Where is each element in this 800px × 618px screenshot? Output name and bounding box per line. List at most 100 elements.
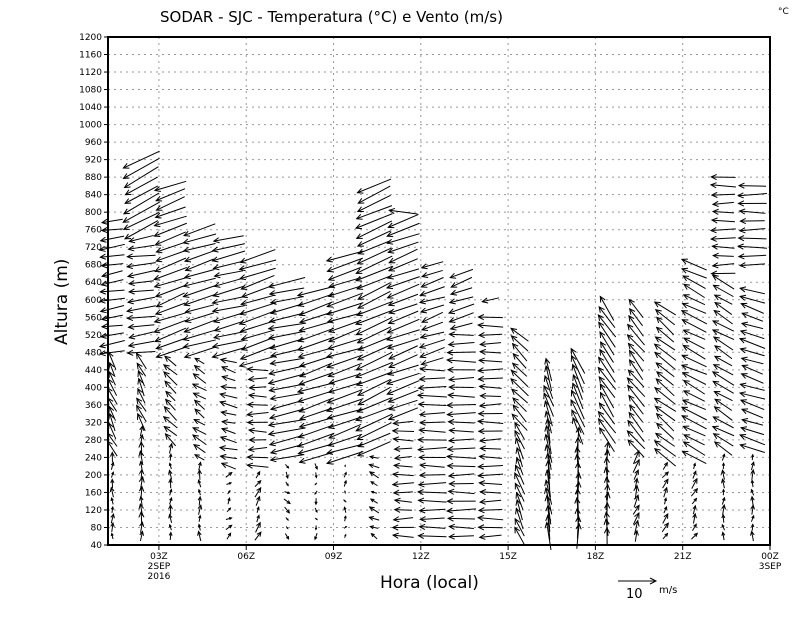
vector-shaft (572, 383, 584, 410)
vector-arrowhead (211, 299, 219, 306)
vector-arrowhead (369, 498, 375, 503)
vector-arrowhead (419, 333, 427, 340)
vector-arrowhead (182, 238, 190, 245)
vector-shaft (576, 427, 580, 453)
vector-arrowhead (296, 291, 304, 298)
vector-shaft (388, 354, 418, 368)
wind-vector (713, 391, 733, 402)
vector-arrowhead (448, 317, 456, 323)
wind-vector (127, 280, 154, 287)
vector-arrowhead (663, 512, 669, 519)
vector-shaft (129, 234, 154, 242)
vector-arrowhead (269, 298, 277, 305)
vector-arrowhead (184, 317, 192, 324)
vector-arrowhead (354, 319, 363, 326)
vector-shaft (140, 511, 143, 526)
vector-shaft (356, 371, 392, 386)
wind-vector (127, 323, 155, 330)
vector-arrowhead (298, 457, 306, 464)
vector-arrowhead (165, 390, 172, 398)
wind-vector (654, 387, 676, 405)
wind-vector (681, 302, 707, 314)
vector-arrowhead (449, 289, 458, 296)
vector-shaft (710, 184, 736, 188)
wind-vector (711, 243, 735, 250)
wind-vector (478, 533, 502, 540)
vector-arrowhead (515, 498, 522, 506)
wind-vector (750, 468, 756, 480)
vector-arrowhead (720, 469, 726, 475)
vector-shaft (682, 450, 707, 464)
wind-vector (721, 496, 726, 505)
vector-arrowhead (682, 390, 690, 396)
wind-vector (599, 331, 615, 356)
vector-arrowhead (343, 499, 346, 502)
wind-vector (325, 451, 364, 465)
vector-shaft (239, 267, 276, 280)
vector-arrowhead (268, 413, 277, 420)
vector-shaft (654, 301, 677, 316)
wind-vector (100, 270, 123, 278)
vector-arrowhead (197, 488, 201, 493)
wind-vector (135, 352, 147, 370)
vector-arrowhead (634, 512, 640, 519)
vector-arrowhead (239, 274, 247, 281)
vector-shaft (418, 491, 447, 494)
wind-vector (153, 277, 187, 289)
wind-vector (514, 472, 526, 495)
wind-vector (125, 305, 156, 314)
vector-arrowhead (164, 398, 172, 406)
vector-shaft (598, 411, 617, 434)
wind-vector (477, 410, 503, 417)
vector-arrowhead (447, 472, 455, 479)
vector-shaft (357, 441, 391, 457)
vector-arrowhead (139, 521, 145, 527)
vector-arrowhead (211, 246, 219, 253)
vector-shaft (570, 348, 586, 374)
vector-shaft (627, 439, 645, 458)
vector-shaft (393, 534, 414, 538)
wind-vector (391, 471, 414, 478)
vector-arrowhead (446, 498, 454, 505)
vector-arrowhead (155, 247, 163, 254)
vector-shaft (713, 336, 734, 351)
vector-shaft (123, 157, 160, 179)
vector-shaft (515, 437, 524, 460)
vector-arrowhead (388, 308, 396, 315)
vector-shaft (327, 354, 364, 368)
wind-vector (419, 516, 445, 523)
vector-arrowhead (387, 300, 395, 307)
wind-vector (512, 352, 527, 369)
vector-shaft (739, 210, 766, 214)
vector-shaft (154, 222, 187, 237)
wind-vector (446, 402, 476, 409)
y-axis-label: Altura (m) (52, 259, 72, 345)
vector-shaft (447, 465, 476, 468)
vector-shaft (479, 359, 503, 363)
wind-vector (633, 477, 639, 489)
vector-arrowhead (419, 352, 427, 359)
wind-vector (98, 350, 125, 357)
vector-arrowhead (193, 443, 200, 451)
wind-vector (604, 501, 611, 518)
wind-vector (138, 450, 145, 464)
wind-vector (599, 383, 615, 409)
wind-vector (597, 314, 617, 338)
vector-arrowhead (599, 295, 606, 303)
vector-arrowhead (570, 347, 577, 355)
wind-vector (653, 397, 677, 412)
wind-vector (355, 351, 393, 371)
vector-arrowhead (598, 305, 605, 313)
vector-shaft (122, 201, 160, 223)
vector-arrowhead (447, 418, 455, 426)
vector-arrowhead (219, 400, 227, 407)
vector-shaft (722, 504, 725, 515)
wind-vector (314, 517, 318, 521)
vector-shaft (326, 451, 364, 464)
wind-vector (255, 495, 261, 506)
vector-arrowhead (246, 454, 254, 461)
wind-vector (445, 453, 477, 460)
vector-shaft (480, 499, 502, 503)
vector-arrowhead (511, 413, 518, 421)
wind-vector (750, 530, 755, 542)
